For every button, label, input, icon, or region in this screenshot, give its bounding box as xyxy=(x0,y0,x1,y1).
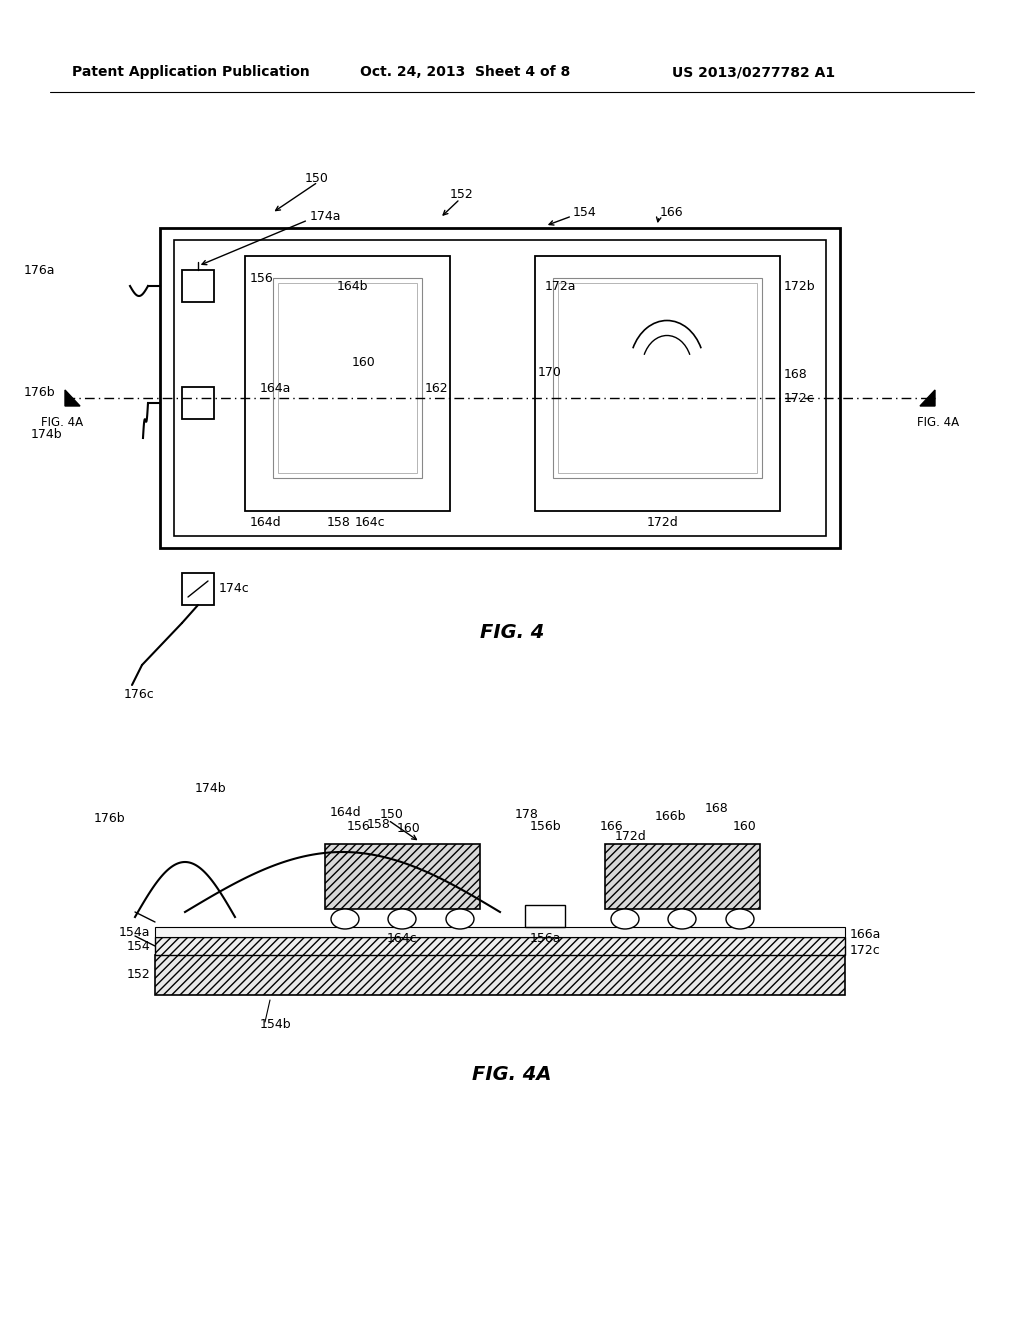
Text: 172c: 172c xyxy=(850,945,881,957)
Text: 168: 168 xyxy=(784,368,808,381)
Text: 166b: 166b xyxy=(655,809,686,822)
Bar xyxy=(605,843,760,909)
Text: 176c: 176c xyxy=(124,689,155,701)
Text: 172d: 172d xyxy=(647,516,679,529)
Text: 160: 160 xyxy=(733,820,757,833)
Text: 172c: 172c xyxy=(784,392,815,404)
Ellipse shape xyxy=(331,909,359,929)
Text: 158: 158 xyxy=(327,516,351,529)
Text: 172b: 172b xyxy=(784,280,816,293)
Text: US 2013/0277782 A1: US 2013/0277782 A1 xyxy=(672,65,836,79)
Polygon shape xyxy=(65,389,80,407)
Bar xyxy=(525,906,565,927)
Text: 166a: 166a xyxy=(850,928,882,941)
Text: Patent Application Publication: Patent Application Publication xyxy=(72,65,309,79)
Text: FIG. 4A: FIG. 4A xyxy=(41,417,83,429)
Text: 164a: 164a xyxy=(260,381,292,395)
Text: FIG. 4: FIG. 4 xyxy=(480,623,544,643)
Bar xyxy=(558,282,757,473)
Text: 152: 152 xyxy=(450,189,474,202)
Text: 172a: 172a xyxy=(545,280,577,293)
Ellipse shape xyxy=(611,909,639,929)
Polygon shape xyxy=(920,389,935,407)
Text: 164d: 164d xyxy=(250,516,282,529)
Text: 176b: 176b xyxy=(93,813,125,825)
Ellipse shape xyxy=(668,909,696,929)
Bar xyxy=(273,279,422,478)
Bar xyxy=(155,954,845,995)
Text: 156: 156 xyxy=(347,820,371,833)
Bar xyxy=(174,240,826,536)
Text: 170: 170 xyxy=(538,367,562,380)
Ellipse shape xyxy=(388,909,416,929)
Text: 160: 160 xyxy=(397,822,421,836)
Bar xyxy=(535,256,780,511)
Text: 150: 150 xyxy=(380,808,403,821)
Text: 166: 166 xyxy=(600,820,624,833)
Text: 164c: 164c xyxy=(387,932,418,945)
Text: 166: 166 xyxy=(660,206,684,219)
Text: 154a: 154a xyxy=(119,925,150,939)
Bar xyxy=(182,271,214,302)
Text: 164b: 164b xyxy=(337,280,369,293)
Text: 174c: 174c xyxy=(219,582,250,595)
Bar xyxy=(182,387,214,418)
Text: 174b: 174b xyxy=(31,428,62,441)
Ellipse shape xyxy=(446,909,474,929)
Text: 156: 156 xyxy=(250,272,273,285)
Text: 164d: 164d xyxy=(330,805,361,818)
Text: FIG. 4A: FIG. 4A xyxy=(916,417,959,429)
Text: FIG. 4A: FIG. 4A xyxy=(472,1065,552,1085)
Text: 176a: 176a xyxy=(24,264,55,276)
Text: 156a: 156a xyxy=(530,932,561,945)
Text: 160: 160 xyxy=(352,356,376,370)
Bar xyxy=(160,228,840,548)
Text: 164c: 164c xyxy=(355,516,386,529)
Text: 156b: 156b xyxy=(530,820,561,833)
Text: 168: 168 xyxy=(705,803,729,816)
Text: 162: 162 xyxy=(425,381,449,395)
Bar xyxy=(325,843,480,909)
Text: Oct. 24, 2013  Sheet 4 of 8: Oct. 24, 2013 Sheet 4 of 8 xyxy=(360,65,570,79)
Bar xyxy=(245,256,450,511)
Text: 154: 154 xyxy=(573,206,597,219)
Text: 150: 150 xyxy=(305,172,329,185)
Text: 158: 158 xyxy=(367,817,391,830)
Text: 174b: 174b xyxy=(195,783,226,796)
Bar xyxy=(155,927,845,937)
Text: 174a: 174a xyxy=(310,210,341,223)
Bar xyxy=(155,937,845,954)
Bar xyxy=(278,282,417,473)
Text: 154: 154 xyxy=(126,940,150,953)
Text: 172d: 172d xyxy=(615,829,647,842)
Bar xyxy=(182,573,214,605)
Text: 152: 152 xyxy=(126,969,150,982)
Bar xyxy=(553,279,762,478)
Text: 178: 178 xyxy=(515,808,539,821)
Text: 154b: 154b xyxy=(260,1019,292,1031)
Text: 176b: 176b xyxy=(24,385,55,399)
Ellipse shape xyxy=(726,909,754,929)
